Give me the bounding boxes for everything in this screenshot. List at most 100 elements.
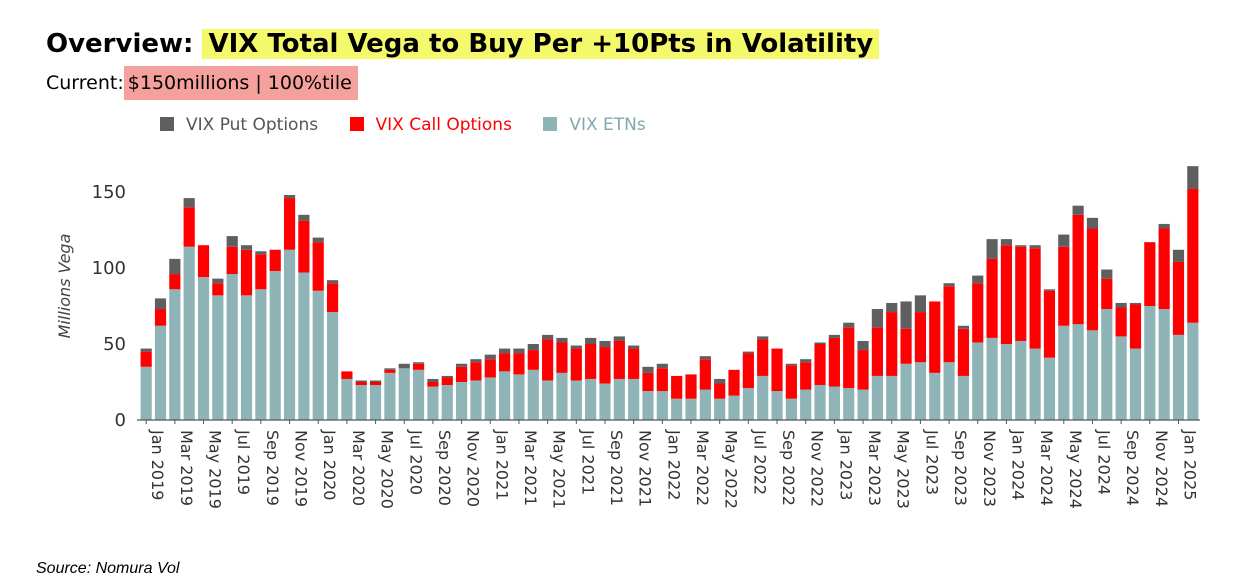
bar-etn-11 — [298, 272, 310, 420]
bar-call-25 — [499, 353, 511, 372]
bar-etn-62 — [1029, 348, 1041, 420]
bar-put-39 — [699, 356, 711, 360]
bar-etn-58 — [972, 342, 984, 420]
x-tick-label-2: May 2019 — [206, 430, 225, 509]
bar-call-40 — [714, 383, 726, 399]
bar-put-69 — [1129, 302, 1142, 305]
bar-etn-67 — [1101, 309, 1113, 420]
bar-put-29 — [556, 337, 568, 343]
bar-call-20 — [427, 382, 439, 387]
bar-put-25 — [499, 348, 511, 354]
bar-put-2 — [169, 258, 181, 275]
bar-call-17 — [384, 369, 396, 373]
bar-put-13 — [326, 280, 339, 284]
bar-call-62 — [1029, 248, 1041, 349]
bar-call-28 — [542, 339, 554, 381]
x-tick-label-33: Jul 2024 — [1095, 429, 1114, 495]
bar-call-44 — [771, 348, 783, 392]
bar-call-0 — [140, 351, 152, 367]
bar-call-66 — [1086, 228, 1099, 331]
bar-put-45 — [785, 363, 797, 366]
bar-call-9 — [269, 249, 281, 272]
x-tick-label-25: Mar 2023 — [865, 430, 884, 506]
bar-etn-49 — [843, 388, 855, 420]
bar-etn-2 — [169, 289, 181, 420]
bar-put-46 — [800, 359, 812, 363]
bar-call-69 — [1129, 304, 1142, 349]
bar-call-70 — [1144, 242, 1156, 306]
bar-call-60 — [1000, 245, 1013, 344]
bar-call-53 — [900, 328, 912, 364]
bar-call-55 — [929, 301, 941, 373]
source-note: Source: Nomura Vol — [36, 560, 180, 577]
bar-put-68 — [1115, 302, 1127, 308]
chart-legend: VIX Put Options VIX Call Options VIX ETN… — [160, 114, 672, 136]
bar-call-23 — [470, 362, 482, 381]
x-tick-label-26: May 2023 — [894, 430, 913, 509]
bar-call-43 — [757, 339, 769, 376]
bar-put-67 — [1101, 269, 1113, 279]
current-value: $150millions | 100%tile — [123, 66, 358, 100]
x-tick-label-15: Jul 2021 — [578, 429, 597, 495]
bar-put-54 — [914, 295, 926, 313]
bar-etn-40 — [714, 398, 726, 420]
x-tick-label-31: Mar 2024 — [1037, 430, 1056, 506]
bar-call-68 — [1115, 307, 1127, 337]
bar-etn-13 — [326, 312, 339, 420]
bar-put-58 — [972, 275, 984, 284]
bar-put-0 — [140, 348, 152, 352]
bar-call-16 — [369, 382, 382, 386]
bar-put-18 — [398, 363, 410, 369]
legend-swatch-call — [349, 117, 364, 131]
bar-etn-39 — [699, 389, 711, 420]
legend-item-etn: VIX ETNs — [543, 114, 646, 136]
bar-call-61 — [1015, 246, 1027, 341]
bar-etn-51 — [871, 375, 883, 420]
y-tick-label-0: 0 — [115, 410, 126, 431]
bar-put-49 — [843, 322, 855, 328]
bar-put-42 — [742, 351, 754, 354]
bar-etn-22 — [456, 382, 468, 420]
bar-call-31 — [585, 344, 597, 379]
bar-etn-71 — [1158, 309, 1170, 420]
x-tick-label-3: Jul 2019 — [234, 429, 253, 495]
bar-etn-15 — [355, 385, 367, 420]
bar-call-48 — [828, 337, 840, 387]
bar-etn-59 — [986, 337, 998, 420]
bar-etn-41 — [728, 395, 740, 420]
bar-call-58 — [972, 283, 984, 343]
x-tick-label-18: Jan 2022 — [664, 429, 683, 500]
bar-call-67 — [1101, 278, 1113, 310]
bar-call-52 — [886, 312, 898, 376]
bar-put-53 — [900, 301, 912, 329]
x-tick-label-19: Mar 2022 — [693, 430, 712, 506]
bar-put-8 — [255, 251, 267, 255]
bar-etn-48 — [828, 386, 840, 420]
bar-call-2 — [169, 274, 181, 290]
bar-put-6 — [226, 236, 238, 247]
y-axis-label: Millions Vega — [55, 234, 74, 339]
bar-etn-34 — [628, 378, 640, 420]
bar-etn-63 — [1043, 357, 1056, 420]
bar-put-34 — [628, 345, 640, 349]
x-tick-label-12: Jan 2021 — [492, 429, 511, 500]
legend-label-etn: VIX ETNs — [569, 115, 646, 135]
bar-put-73 — [1187, 166, 1199, 189]
bar-etn-1 — [154, 325, 167, 420]
x-tick-label-16: Sep 2021 — [607, 430, 626, 506]
bar-call-54 — [914, 312, 926, 363]
bar-etn-28 — [542, 380, 554, 420]
legend-label-call: VIX Call Options — [375, 115, 512, 135]
bar-etn-16 — [369, 385, 382, 420]
bar-put-43 — [757, 336, 769, 340]
bar-etn-23 — [470, 380, 482, 420]
legend-swatch-etn — [543, 117, 558, 131]
bar-call-73 — [1187, 188, 1199, 323]
x-tick-label-35: Nov 2024 — [1152, 430, 1171, 507]
x-tick-label-8: May 2020 — [378, 430, 397, 509]
bar-etn-31 — [585, 378, 597, 420]
bar-etn-5 — [212, 295, 224, 420]
bar-call-71 — [1158, 228, 1170, 310]
bar-put-31 — [585, 337, 597, 344]
bar-etn-19 — [413, 369, 425, 420]
